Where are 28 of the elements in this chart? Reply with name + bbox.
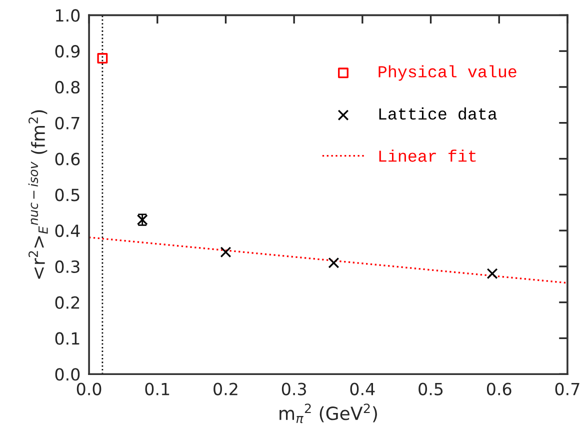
y-tick-label: 0.6 xyxy=(55,152,80,166)
y-tick-label: 0.7 xyxy=(55,116,80,130)
y-tick-label: 0.1 xyxy=(55,332,80,345)
x-tick-label: 0.3 xyxy=(282,382,306,396)
legend-label: Physical value xyxy=(378,65,516,81)
y-tick-label: 0.5 xyxy=(55,188,80,202)
point xyxy=(220,246,232,258)
x-tick-label: 0.2 xyxy=(214,382,238,396)
x-tick-label: 0.0 xyxy=(76,382,102,396)
legend-label: Linear fit xyxy=(379,150,476,162)
y-tick-label: 1.0 xyxy=(56,9,80,22)
y-tick-label: 0.2 xyxy=(55,296,80,309)
x-tick-label: 0.6 xyxy=(486,382,512,396)
y-axis-title: <r$^{2}$>$_{E}$$^{nuc−isov}$ (fm$^{2}$) xyxy=(28,110,48,279)
y-tick-label: 0.9 xyxy=(55,45,80,58)
x-tick-label: 0.1 xyxy=(145,382,170,396)
x-tick-label: 0.4 xyxy=(350,382,375,396)
x-tick-label: 0.5 xyxy=(418,382,443,396)
y-tick-label: 0.3 xyxy=(55,260,80,273)
x-axis-title: m$_{π}$$^{2}$ (GeV$^{2}$) xyxy=(280,404,377,424)
point xyxy=(97,53,108,64)
y-tick-label: 0.4 xyxy=(55,224,80,238)
legend-label: Lattice data xyxy=(379,107,497,120)
y-tick-label: 0.0 xyxy=(55,368,80,381)
point xyxy=(486,268,498,280)
point xyxy=(328,257,340,268)
y-tick-label: 0.8 xyxy=(55,80,80,94)
x-tick-label: 0.7 xyxy=(555,382,580,396)
